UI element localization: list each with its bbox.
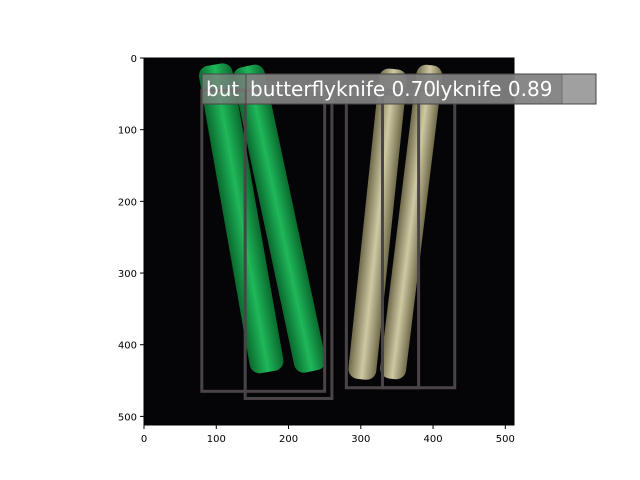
y-tick-label: 100: [118, 126, 137, 137]
x-tick-label: 0: [141, 434, 147, 445]
y-tick-label: 500: [118, 412, 137, 423]
gold-stick-right: [380, 64, 443, 380]
y-tick-label: 200: [118, 197, 137, 208]
green-stick-left: [198, 63, 284, 374]
y-tick-label: 400: [118, 341, 137, 352]
x-tick-label: 200: [279, 434, 298, 445]
green-stick-right: [233, 64, 326, 373]
gold-stick-left: [348, 68, 407, 380]
y-tick-label: 0: [131, 54, 137, 65]
x-tick-label: 100: [207, 434, 226, 445]
label-text-butterflyknife-070: butterflyknife 0.70: [250, 77, 436, 101]
image-panel: [143, 57, 515, 426]
x-tick-label: 400: [424, 434, 443, 445]
x-tick-label: 500: [496, 434, 515, 445]
y-ticks: 0 100 200 300 400 500: [118, 54, 144, 423]
label-text-but: but: [206, 77, 239, 101]
image-background: [144, 58, 514, 425]
x-ticks: 0 100 200 300 400 500: [141, 425, 515, 445]
y-tick-label: 300: [118, 269, 137, 280]
label-banner-2: butterflyknife 0.70 lyknife 0.89: [245, 73, 597, 105]
x-tick-label: 300: [351, 434, 370, 445]
axes-frame: [143, 57, 515, 426]
label-text-lyknife-089: lyknife 0.89: [435, 77, 552, 101]
